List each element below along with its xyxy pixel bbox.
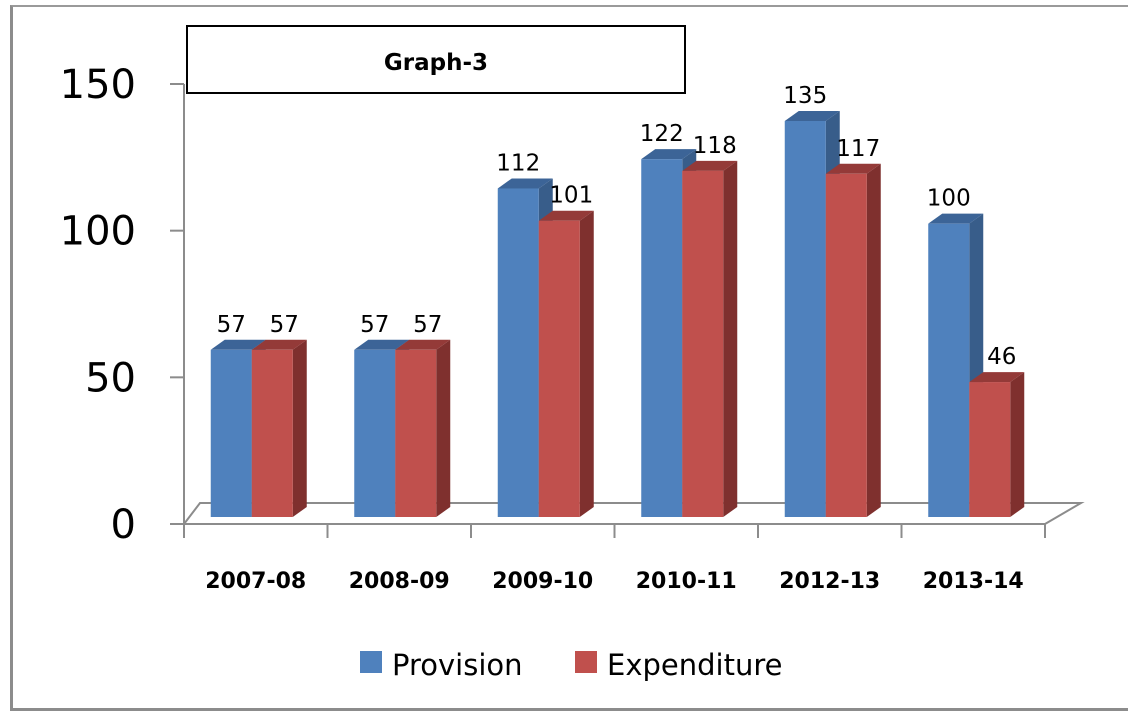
bars bbox=[210, 111, 1025, 518]
bar-side bbox=[723, 160, 738, 517]
x-tick-label: 2009-10 bbox=[492, 569, 593, 594]
bar-top bbox=[497, 178, 553, 189]
data-label: 57 bbox=[270, 312, 299, 338]
bar-front bbox=[210, 349, 252, 517]
data-label: 135 bbox=[783, 83, 827, 109]
bar-top bbox=[251, 339, 307, 350]
floor-plane bbox=[183, 502, 1085, 525]
bar-front bbox=[969, 382, 1011, 517]
data-label: 122 bbox=[640, 121, 684, 147]
x-tick-label: 2013-14 bbox=[923, 569, 1024, 594]
data-label: 57 bbox=[360, 312, 389, 338]
x-tick-label: 2008-09 bbox=[349, 569, 450, 594]
data-label: 100 bbox=[927, 186, 971, 212]
data-label: 101 bbox=[549, 183, 593, 209]
bar-front bbox=[825, 173, 867, 518]
bar bbox=[251, 339, 307, 517]
bar-top bbox=[825, 163, 881, 174]
x-tick-label: 2010-11 bbox=[636, 569, 737, 594]
bar-front bbox=[497, 188, 539, 517]
bar-side bbox=[436, 339, 451, 517]
chart-frame bbox=[10, 5, 1128, 711]
data-label: 46 bbox=[987, 344, 1016, 370]
legend-label-expenditure: Expenditure bbox=[607, 648, 782, 682]
title-box: Graph-3 bbox=[186, 25, 686, 94]
data-label: 57 bbox=[413, 312, 442, 338]
bar-front bbox=[354, 349, 396, 517]
bar bbox=[682, 160, 738, 517]
bar-top bbox=[354, 339, 410, 350]
legend-swatch-provision bbox=[360, 651, 382, 673]
bar-top bbox=[538, 210, 594, 221]
data-label: 117 bbox=[836, 136, 880, 162]
bar-front bbox=[928, 223, 970, 517]
chart-title: Graph-3 bbox=[384, 50, 488, 76]
bar-front bbox=[538, 220, 580, 517]
bar-side bbox=[292, 339, 307, 517]
legend-item-expenditure: Expenditure bbox=[575, 648, 782, 682]
bar-top bbox=[210, 339, 266, 350]
x-tick-label: 2012-13 bbox=[779, 569, 880, 594]
bar-top bbox=[784, 111, 840, 121]
bar-front bbox=[251, 349, 293, 517]
bar-top bbox=[395, 339, 451, 350]
bar-side bbox=[866, 163, 881, 518]
bar-side bbox=[579, 210, 594, 517]
bar-front bbox=[682, 170, 724, 517]
bar bbox=[538, 210, 594, 517]
bar-top bbox=[969, 372, 1025, 383]
bar-top bbox=[928, 213, 984, 224]
data-label: 57 bbox=[217, 312, 246, 338]
legend-label-provision: Provision bbox=[392, 648, 523, 682]
bar bbox=[395, 339, 451, 517]
y-tick-label: 50 bbox=[85, 355, 136, 401]
data-labels: 57 57 57 57 112 101 122 118 135 117 100 46 bbox=[217, 83, 1017, 370]
bar-front bbox=[784, 121, 826, 517]
y-tick-label: 0 bbox=[111, 502, 136, 548]
legend-swatch-expenditure bbox=[575, 651, 597, 673]
bar-top bbox=[682, 160, 738, 171]
axes: 0 50 100 150 2007-08 2008-09 2009-10 2010-11 201… bbox=[60, 62, 1085, 594]
legend-item-provision: Provision bbox=[360, 648, 523, 682]
bar-front bbox=[641, 159, 683, 517]
bar-side bbox=[1010, 372, 1025, 517]
bar-top bbox=[641, 149, 697, 160]
y-tick-label: 100 bbox=[60, 209, 136, 255]
data-label: 118 bbox=[693, 133, 737, 159]
bar bbox=[969, 372, 1025, 517]
x-tick-label: 2007-08 bbox=[205, 569, 306, 594]
bar bbox=[825, 163, 881, 518]
bar-front bbox=[395, 349, 437, 517]
legend: Provision Expenditure bbox=[360, 648, 782, 682]
y-tick-label: 150 bbox=[60, 62, 136, 108]
data-label: 112 bbox=[496, 150, 540, 176]
